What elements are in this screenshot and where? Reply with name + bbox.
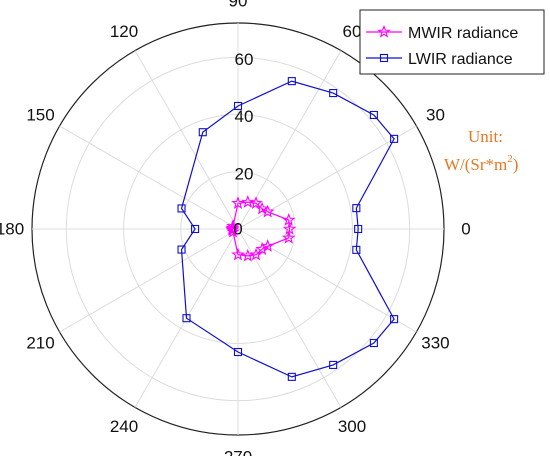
series-0-point-10: [225, 222, 240, 236]
unit-value: W/(Sr*m2): [444, 153, 518, 174]
radial-tick-labels: 0 20 40 60: [233, 50, 253, 239]
series-1-point-3: [369, 110, 378, 120]
angle-tick-label-30: 30: [426, 106, 445, 125]
legend: MWIR radiance LWIR radiance: [359, 9, 545, 75]
series-1-point-5: [287, 77, 296, 86]
series-1-point-13: [287, 372, 296, 381]
series-0-point-1: [281, 212, 296, 226]
series-0-point-9: [225, 221, 240, 235]
unit-close: ): [513, 155, 519, 174]
series-1-point-0: [354, 224, 363, 234]
series-0-point-7: [226, 219, 240, 232]
series-1-point-6: [233, 101, 243, 111]
angle-tick-label-90: 90: [229, 0, 248, 11]
series-1-point-11: [182, 314, 191, 323]
angle-tick-label-330: 330: [421, 334, 449, 353]
series-1-point-12: [233, 347, 243, 357]
legend-box: [359, 9, 545, 75]
legend-marker-square: [379, 53, 389, 63]
radial-tick-label-20: 20: [235, 164, 254, 183]
angle-tick-label-0: 0: [461, 220, 470, 239]
series-1-point-16: [390, 315, 399, 324]
series-1-point-1: [352, 204, 361, 213]
unit-base: W/(Sr*m: [444, 155, 507, 174]
angle-gridline-10: [237, 228, 342, 408]
angle-tick-label-240: 240: [110, 417, 138, 436]
series-0: [225, 195, 297, 262]
angle-tick-label-300: 300: [338, 417, 366, 436]
series-1: [177, 77, 399, 381]
series-0-point-11: [226, 224, 240, 238]
series-1-point-10: [177, 245, 186, 254]
series-0-point-0: [282, 221, 297, 235]
legend-label-mwir: MWIR radiance: [408, 25, 518, 42]
angle-tick-label-270: 270: [224, 448, 252, 456]
series-1-point-15: [369, 338, 378, 348]
radial-tick-label-60: 60: [235, 50, 254, 69]
angle-gridline-4: [134, 50, 239, 230]
series-0-point-6: [231, 196, 245, 209]
series-0-point-12: [231, 247, 245, 261]
angle-tick-label-150: 150: [26, 106, 54, 125]
angle-tick-label-120: 120: [110, 22, 138, 41]
series-1-point-9: [191, 224, 200, 234]
angle-tick-label-180: 180: [0, 220, 24, 239]
legend-star-marker: [377, 24, 391, 38]
legend-square-marker: [379, 53, 389, 63]
series-0-point-5: [241, 195, 255, 208]
legend-marker-star: [377, 24, 391, 38]
series-1-point-17: [352, 245, 361, 254]
legend-entry-mwir: MWIR radiance: [366, 24, 518, 42]
unit-superscript: 2: [507, 153, 513, 165]
unit-annotation: Unit: W/(Sr*m2): [444, 127, 518, 174]
series-0-point-15: [255, 242, 269, 255]
series-0-point-17: [282, 230, 296, 244]
legend-label-lwir: LWIR radiance: [408, 51, 513, 68]
angle-tick-label-60: 60: [343, 22, 362, 41]
series-1-point-4: [329, 89, 338, 98]
legend-entry-lwir: LWIR radiance: [366, 51, 513, 68]
series-1-point-14: [329, 360, 338, 369]
radial-tick-label-0: 0: [233, 220, 242, 239]
series-0-point-2: [261, 204, 275, 218]
angle-tick-label-210: 210: [26, 334, 54, 353]
angle-gridline-5: [59, 125, 239, 230]
radial-tick-label-40: 40: [235, 107, 254, 126]
series-0-point-8: [225, 220, 240, 234]
series-line-1: [180, 80, 395, 378]
unit-label: Unit:: [468, 127, 503, 146]
series-1-point-2: [390, 134, 399, 143]
series-layer: [177, 77, 399, 381]
angle-gridline-7: [59, 228, 239, 333]
series-0-point-16: [261, 239, 275, 252]
series-1-point-7: [198, 128, 207, 137]
angle-tick-labels: 0 30 60 90 120 150 180 210 240 270 300 330: [0, 0, 471, 456]
series-1-point-8: [177, 204, 186, 213]
